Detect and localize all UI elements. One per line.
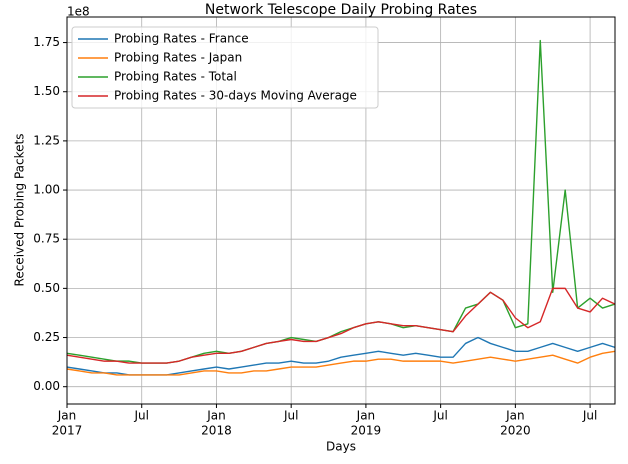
y-tick-label: 1.50 (33, 84, 60, 98)
plot-frame (66, 16, 616, 405)
offset-label: 1e8 (67, 5, 90, 19)
legend-label: Probing Rates - 30-days Moving Average (114, 89, 357, 103)
x-tick-label: Jul (432, 409, 447, 423)
x-tick-year: 2019 (351, 424, 382, 438)
y-tick-label: 1.25 (33, 133, 60, 147)
x-tick-label: Jul (582, 409, 597, 423)
x-tick-label: Jan (206, 409, 226, 423)
y-tick-label: 0.00 (33, 379, 60, 393)
legend-box (71, 26, 379, 109)
x-tick-year: 2020 (500, 424, 531, 438)
x-tick-year: 2017 (52, 424, 83, 438)
x-tick-label: Jul (133, 409, 148, 423)
legend-label: Probing Rates - Japan (114, 51, 242, 65)
x-tick-label: Jul (283, 409, 298, 423)
x-axis-label: Days (326, 440, 356, 454)
legend-label: Probing Rates - Total (114, 70, 237, 84)
chart-title: Network Telescope Daily Probing Rates (205, 2, 477, 18)
x-tick-label: Jan (356, 409, 376, 423)
y-axis-label: Received Probing Packets (13, 134, 27, 287)
x-tick-label: Jan (57, 409, 77, 423)
y-tick-label: 0.25 (33, 330, 60, 344)
y-tick-label: 0.75 (33, 232, 60, 246)
x-tick-label: Jan (505, 409, 525, 423)
series-line (66, 336, 616, 376)
y-tick-label: 1.00 (33, 183, 60, 197)
y-tick-label: 0.50 (33, 281, 60, 295)
legend-label: Probing Rates - France (114, 32, 249, 46)
series-line (66, 350, 616, 376)
y-tick-label: 1.75 (33, 35, 60, 49)
x-tick-year: 2018 (201, 424, 232, 438)
series-line (66, 287, 616, 364)
